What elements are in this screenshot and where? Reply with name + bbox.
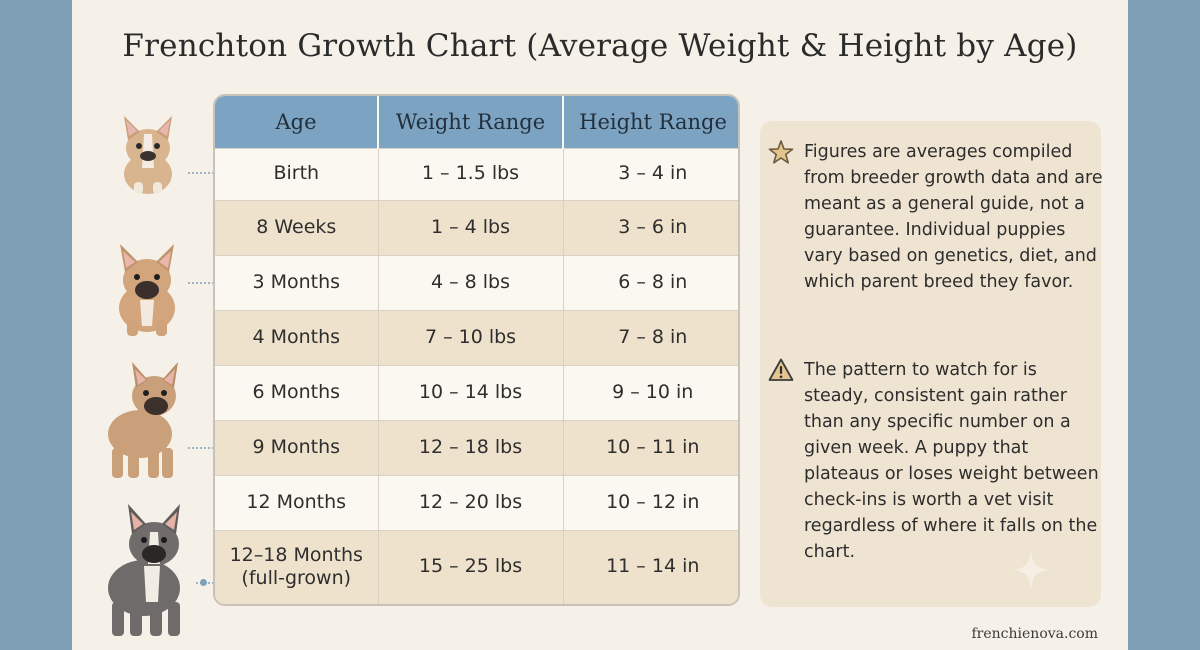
table-row: 4 Months 7 – 10 lbs 7 – 8 in: [215, 309, 738, 365]
connector-line: [188, 172, 230, 174]
table-header-row: Age Weight Range Height Range: [215, 96, 738, 148]
age-cell: 6 Months: [215, 364, 379, 420]
height-cell: 11 – 14 in: [563, 529, 738, 604]
age-cell: 8 Weeks: [215, 199, 379, 255]
age-cell: 12–18 Months (full-grown): [215, 529, 379, 604]
height-cell: 10 – 12 in: [563, 474, 738, 530]
height-cell: 6 – 8 in: [563, 254, 738, 310]
table-row: 8 Weeks 1 – 4 lbs 3 – 6 in: [215, 199, 738, 255]
age-cell: 12 Months: [215, 474, 379, 530]
weight-cell: 12 – 18 lbs: [378, 419, 564, 475]
weight-cell: 7 – 10 lbs: [378, 309, 564, 365]
weight-cell: 12 – 20 lbs: [378, 474, 564, 530]
page-title: Frenchton Growth Chart (Average Weight &…: [122, 28, 1078, 64]
connector-line: [188, 447, 230, 449]
height-cell: 9 – 10 in: [563, 364, 738, 420]
age-cell: 4 Months: [215, 309, 379, 365]
age-cell: 9 Months: [215, 419, 379, 475]
site-url: frenchienova.com: [971, 626, 1099, 642]
connector-line: [188, 282, 230, 284]
column-header-weight: Weight Range: [378, 96, 564, 148]
infographic-card: Frenchton Growth Chart (Average Weight &…: [72, 0, 1128, 650]
height-cell: 3 – 4 in: [563, 147, 738, 200]
table-row: Birth 1 – 1.5 lbs 3 – 4 in: [215, 147, 738, 200]
weight-cell: 10 – 14 lbs: [378, 364, 564, 420]
table-row: 12–18 Months (full-grown) 15 – 25 lbs 11…: [215, 529, 738, 604]
table-row: 9 Months 12 – 18 lbs 10 – 11 in: [215, 419, 738, 475]
weight-cell: 15 – 25 lbs: [378, 529, 564, 604]
puppy-3-months-illustration: [102, 240, 192, 340]
growth-table: Age Weight Range Height Range Birth 1 – …: [213, 94, 740, 606]
weight-cell: 1 – 4 lbs: [378, 199, 564, 255]
connector-dot: [200, 579, 207, 586]
warning-icon: [768, 357, 794, 383]
puppy-9-months-illustration: [96, 362, 190, 482]
age-cell: Birth: [215, 147, 379, 200]
column-header-age: Age: [215, 96, 379, 148]
age-sublabel: (full-grown): [241, 567, 352, 590]
column-header-height: Height Range: [563, 96, 738, 148]
table-row: 6 Months 10 – 14 lbs 9 – 10 in: [215, 364, 738, 420]
sparkle-icon: [1010, 549, 1052, 595]
height-cell: 3 – 6 in: [563, 199, 738, 255]
note-text: The pattern to watch for is steady, cons…: [804, 360, 1099, 562]
age-cell: 3 Months: [215, 254, 379, 310]
weight-cell: 1 – 1.5 lbs: [378, 147, 564, 200]
puppy-birth-illustration: [108, 110, 188, 196]
note-text: Figures are averages compiled from breed…: [804, 142, 1103, 292]
table-row: 12 Months 12 – 20 lbs 10 – 12 in: [215, 474, 738, 530]
notes-panel: Figures are averages compiled from breed…: [760, 121, 1103, 607]
connector-line: [196, 582, 218, 584]
star-icon: [768, 139, 794, 165]
table-row: 3 Months 4 – 8 lbs 6 – 8 in: [215, 254, 738, 310]
height-cell: 7 – 8 in: [563, 309, 738, 365]
height-cell: 10 – 11 in: [563, 419, 738, 475]
age-label: 12–18 Months: [229, 543, 363, 566]
adult-dog-illustration: [92, 502, 196, 642]
weight-cell: 4 – 8 lbs: [378, 254, 564, 310]
